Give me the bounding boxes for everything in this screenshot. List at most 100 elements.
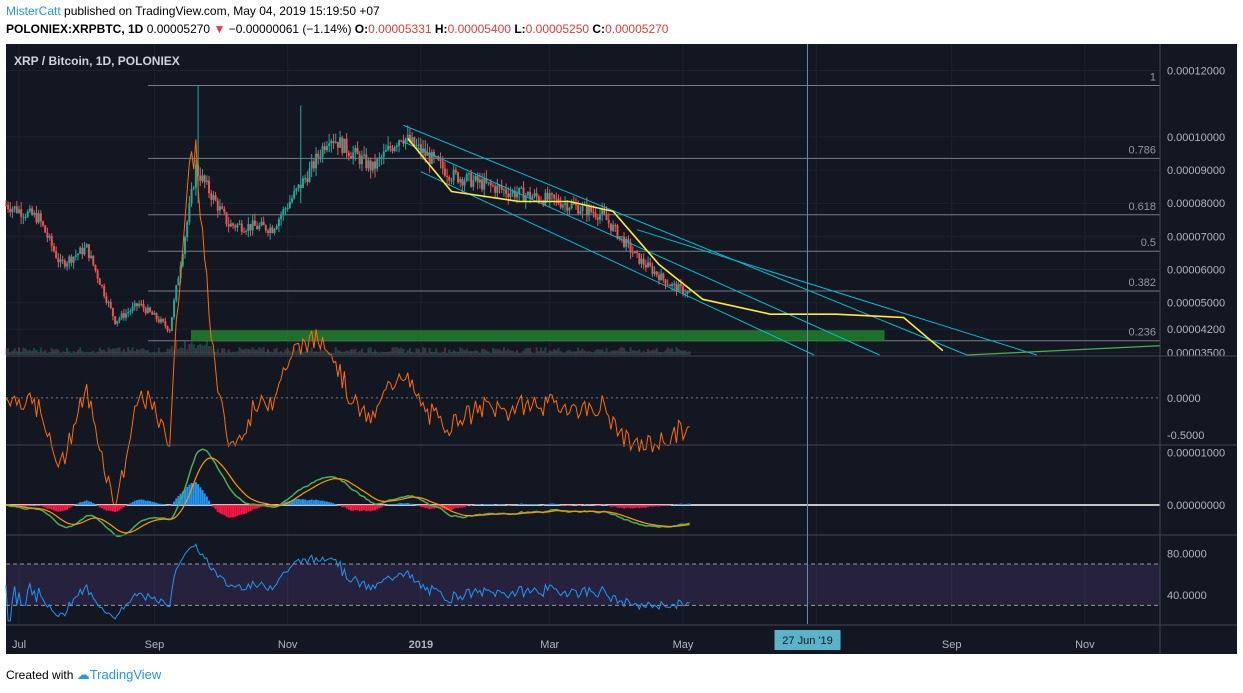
macd-histogram-bar	[478, 504, 481, 506]
macd-histogram-bar	[186, 486, 189, 506]
volume-bar	[404, 352, 407, 355]
volume-bar	[380, 351, 383, 355]
candle-body	[334, 141, 337, 143]
volume-bar	[37, 352, 40, 355]
candle-body	[81, 247, 84, 255]
chart-canvas[interactable]: 1 0.786 0.618 0.5 0.382 0.236 Jul Sep Nov 2019 Ma…	[0, 42, 1243, 662]
tradingview-brand[interactable]: TradingView	[89, 667, 162, 682]
candle-body	[107, 302, 110, 304]
volume-bar	[267, 349, 269, 355]
volume-bar	[66, 347, 69, 355]
candle-body	[76, 253, 79, 256]
macd-histogram-bar	[282, 502, 285, 506]
volume-bar	[629, 347, 632, 355]
volume-bar	[297, 348, 300, 355]
volume-bar	[284, 349, 287, 355]
macd-histogram-bar	[22, 505, 25, 507]
candle-body	[537, 196, 540, 202]
macd-histogram-bar	[157, 503, 160, 506]
volume-bar	[201, 345, 204, 355]
candle-body	[325, 146, 328, 151]
macd-histogram-bar	[297, 498, 300, 506]
candle-body	[79, 247, 82, 254]
macd-histogram-bar	[657, 505, 660, 507]
macd-histogram-bar	[609, 505, 612, 507]
volume-bar	[122, 349, 125, 355]
macd-histogram-bar	[367, 505, 370, 511]
volume-bar	[540, 347, 543, 355]
candle-body	[55, 251, 58, 259]
macd-histogram-bar	[162, 503, 165, 506]
candle-body	[417, 144, 420, 146]
volume-bar	[288, 350, 291, 355]
x-tick-label: Sep	[145, 639, 165, 651]
candle-body	[609, 223, 612, 231]
candle-body	[533, 193, 536, 197]
macd-histogram-bar	[498, 504, 501, 506]
macd-histogram-bar	[533, 504, 536, 506]
candle-body	[618, 236, 621, 239]
candle-body	[216, 200, 219, 211]
candle-body	[109, 302, 112, 308]
candle-body	[389, 145, 392, 149]
volume-bar	[524, 348, 527, 355]
macd-histogram-bar	[214, 505, 217, 510]
macd-histogram-bar	[50, 505, 53, 510]
macd-histogram-bar	[465, 505, 468, 506]
candle-body	[424, 148, 427, 156]
candle-body	[677, 284, 680, 292]
volume-bar	[612, 350, 615, 355]
candle-body	[428, 152, 431, 164]
macd-histogram-bar	[647, 505, 650, 507]
volume-bar	[125, 351, 128, 355]
publish-info: MisterCatt published on TradingView.com,…	[6, 4, 380, 18]
candle-body	[459, 178, 462, 183]
y-tick-label: 0.00003500	[1167, 347, 1225, 359]
macd-histogram-bar	[594, 505, 597, 506]
volume-bar	[345, 350, 348, 355]
candle-body	[623, 236, 626, 247]
macd-histogram-bar	[205, 496, 208, 506]
macd-histogram-bar	[48, 505, 51, 509]
volume-bar	[264, 351, 267, 355]
volume-bar	[507, 348, 510, 355]
macd-histogram-bar	[210, 504, 213, 506]
macd-histogram-bar	[476, 504, 479, 506]
author-link[interactable]: MisterCatt	[6, 4, 61, 18]
volume-bar	[325, 352, 328, 355]
macd-histogram-bar	[153, 502, 156, 506]
candle-body	[66, 263, 69, 267]
macd-histogram-bar	[197, 484, 200, 506]
candle-body	[170, 317, 173, 331]
x-tick-label: Jul	[12, 639, 26, 651]
candle-body	[467, 173, 470, 175]
macd-histogram-bar	[57, 505, 60, 512]
volume-bar	[537, 351, 540, 355]
candle-body	[378, 157, 381, 160]
candle-body	[657, 275, 660, 281]
macd-histogram-bar	[24, 505, 27, 507]
macd-histogram-bar	[227, 505, 230, 518]
macd-histogram-bar	[253, 505, 256, 509]
candle-body	[633, 251, 636, 254]
volume-bar	[454, 351, 457, 355]
y-tick-label: 0.00000000	[1167, 500, 1225, 512]
y-tick-label: 0.00012000	[1167, 66, 1225, 78]
signal-line	[5, 457, 690, 534]
candle-body	[601, 209, 604, 215]
volume-bar	[232, 351, 235, 355]
candle-body	[205, 180, 208, 183]
volume-bar	[31, 350, 34, 355]
volume-bar	[321, 350, 324, 355]
candle-body	[83, 247, 86, 255]
candle-body	[430, 151, 433, 164]
candle-body	[33, 212, 36, 215]
y-tick-label: 0.00010000	[1167, 132, 1225, 144]
candle-body	[238, 223, 241, 225]
volume-bar	[350, 349, 352, 355]
tradingview-logo-icon[interactable]: ☁	[76, 667, 90, 682]
candle-body	[502, 189, 505, 191]
macd-histogram-bar	[332, 503, 335, 506]
volume-bar	[142, 348, 145, 355]
volume-bar	[221, 348, 224, 355]
